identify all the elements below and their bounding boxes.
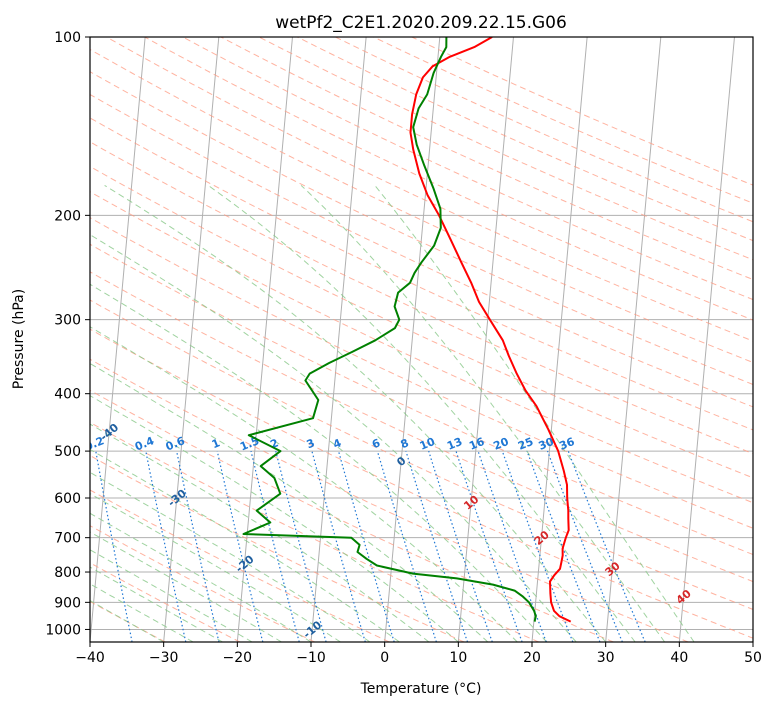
dry-adiabat-line [90,117,753,431]
mixing-ratio-label: 2 [268,436,280,451]
moist-adiabat-line [300,185,666,642]
y-tick-label: 900 [54,595,81,611]
x-tick-label: 40 [670,650,688,666]
y-tick-label: 500 [54,444,81,460]
x-axis-ticks: −40 −30 −20 −10 0 10 20 30 40 50 [75,642,762,666]
mixing-ratio-label: 16 [467,435,486,453]
isotherm-line [531,37,588,642]
moist-adiabat-line [90,326,518,642]
moist-adiabat-line [104,184,607,642]
isotherm-line [678,37,735,642]
isotherm-line [384,37,441,642]
y-axis-label: Pressure (hPa) [11,289,27,389]
mixing-ratio-line [337,450,395,642]
y-tick-label: 1000 [45,622,81,638]
x-axis-label: Temperature (°C) [360,681,482,697]
moist-adiabat-line [207,184,636,642]
isotherm-line [90,37,146,642]
mixing-ratio-label: 1 [210,436,222,451]
x-tick-label: 0 [380,650,389,666]
mixing-ratio-line [376,450,437,642]
moist-adiabat-line [90,512,312,642]
x-tick-label: 30 [597,650,615,666]
x-tick-label: −30 [149,650,179,666]
dry-adiabat-line [90,389,614,642]
y-tick-label: 700 [54,531,81,547]
dewpoint-profile-line [242,37,537,622]
isotherm-line [605,37,662,642]
moist-adiabat-lines [90,184,695,642]
moist-adiabat-line [90,362,489,642]
mixing-ratio-label: 10 [418,435,437,453]
plot-frame [89,36,754,643]
mixing-ratio-label: 13 [445,435,464,453]
x-tick-label: 50 [744,650,762,666]
y-tick-label: 800 [54,565,81,581]
y-tick-label: 100 [54,30,81,46]
mixing-ratio-line [311,450,366,642]
dry-adiabat-line [90,525,315,642]
moist-adiabat-line [90,234,577,642]
dry-adiabat-line [90,93,753,408]
sounding-profiles [242,37,572,623]
dry-adiabat-line [90,328,753,639]
dry-adiabat-line [90,562,241,642]
mixing-ratio-line [526,450,601,642]
mixing-ratio-label: 36 [557,435,576,453]
moist-adiabat-line [90,395,459,642]
mixing-ratio-label: 30 [537,435,556,453]
mixing-ratio-line [546,450,623,642]
mixing-ratio-label: 20 [491,435,510,453]
mixing-ratio-line [405,450,469,642]
moist-adiabat-line [90,471,371,642]
dry-adiabat-line [90,271,753,583]
isotherm-line [310,37,367,642]
mixing-ratio-line [145,450,187,642]
y-axis-ticks: 100 200 300 400 500 600 700 800 900 1000 [45,30,90,638]
y-tick-label: 600 [54,491,81,507]
mixing-ratio-line [428,450,493,642]
mixing-ratio-line [250,450,300,642]
x-tick-label: −10 [296,650,326,666]
y-tick-label: 300 [54,313,81,329]
mixing-ratio-label: 3 [305,436,317,451]
plot-area: -100-90-80-70-60-50-40-30-20-10010203040… [90,37,753,642]
dry-adiabat-line [90,358,689,642]
x-tick-label: 20 [523,650,541,666]
moist-adiabat-line [90,531,282,642]
x-tick-label: 10 [449,650,467,666]
y-tick-label: 400 [54,387,81,403]
mixing-ratio-line [176,450,220,642]
mixing-ratio-line [567,450,646,642]
isotherm-line [457,37,514,642]
y-tick-label: 200 [54,208,81,224]
x-tick-label: −40 [75,650,105,666]
mixing-ratio-label: 8 [399,436,411,451]
moist-adiabat-line [90,283,548,642]
mixing-ratio-line [275,450,327,642]
dry-adiabat-line [90,421,539,642]
chart-title: wetPf2_C2E1.2020.209.22.15.G06 [275,13,567,33]
dry-adiabat-line [90,191,753,504]
mixing-ratio-label: 25 [516,435,535,453]
mixing-ratio-line [455,450,523,642]
moist-adiabat-line [90,423,430,642]
dry-adiabat-line [106,37,753,342]
dry-adiabat-line [90,165,753,479]
x-tick-label: −20 [223,650,253,666]
moist-adiabat-line [90,493,341,642]
mixing-ratio-line [216,450,264,642]
temperature-profile-line [409,37,572,623]
mixing-ratio-line [477,450,547,642]
